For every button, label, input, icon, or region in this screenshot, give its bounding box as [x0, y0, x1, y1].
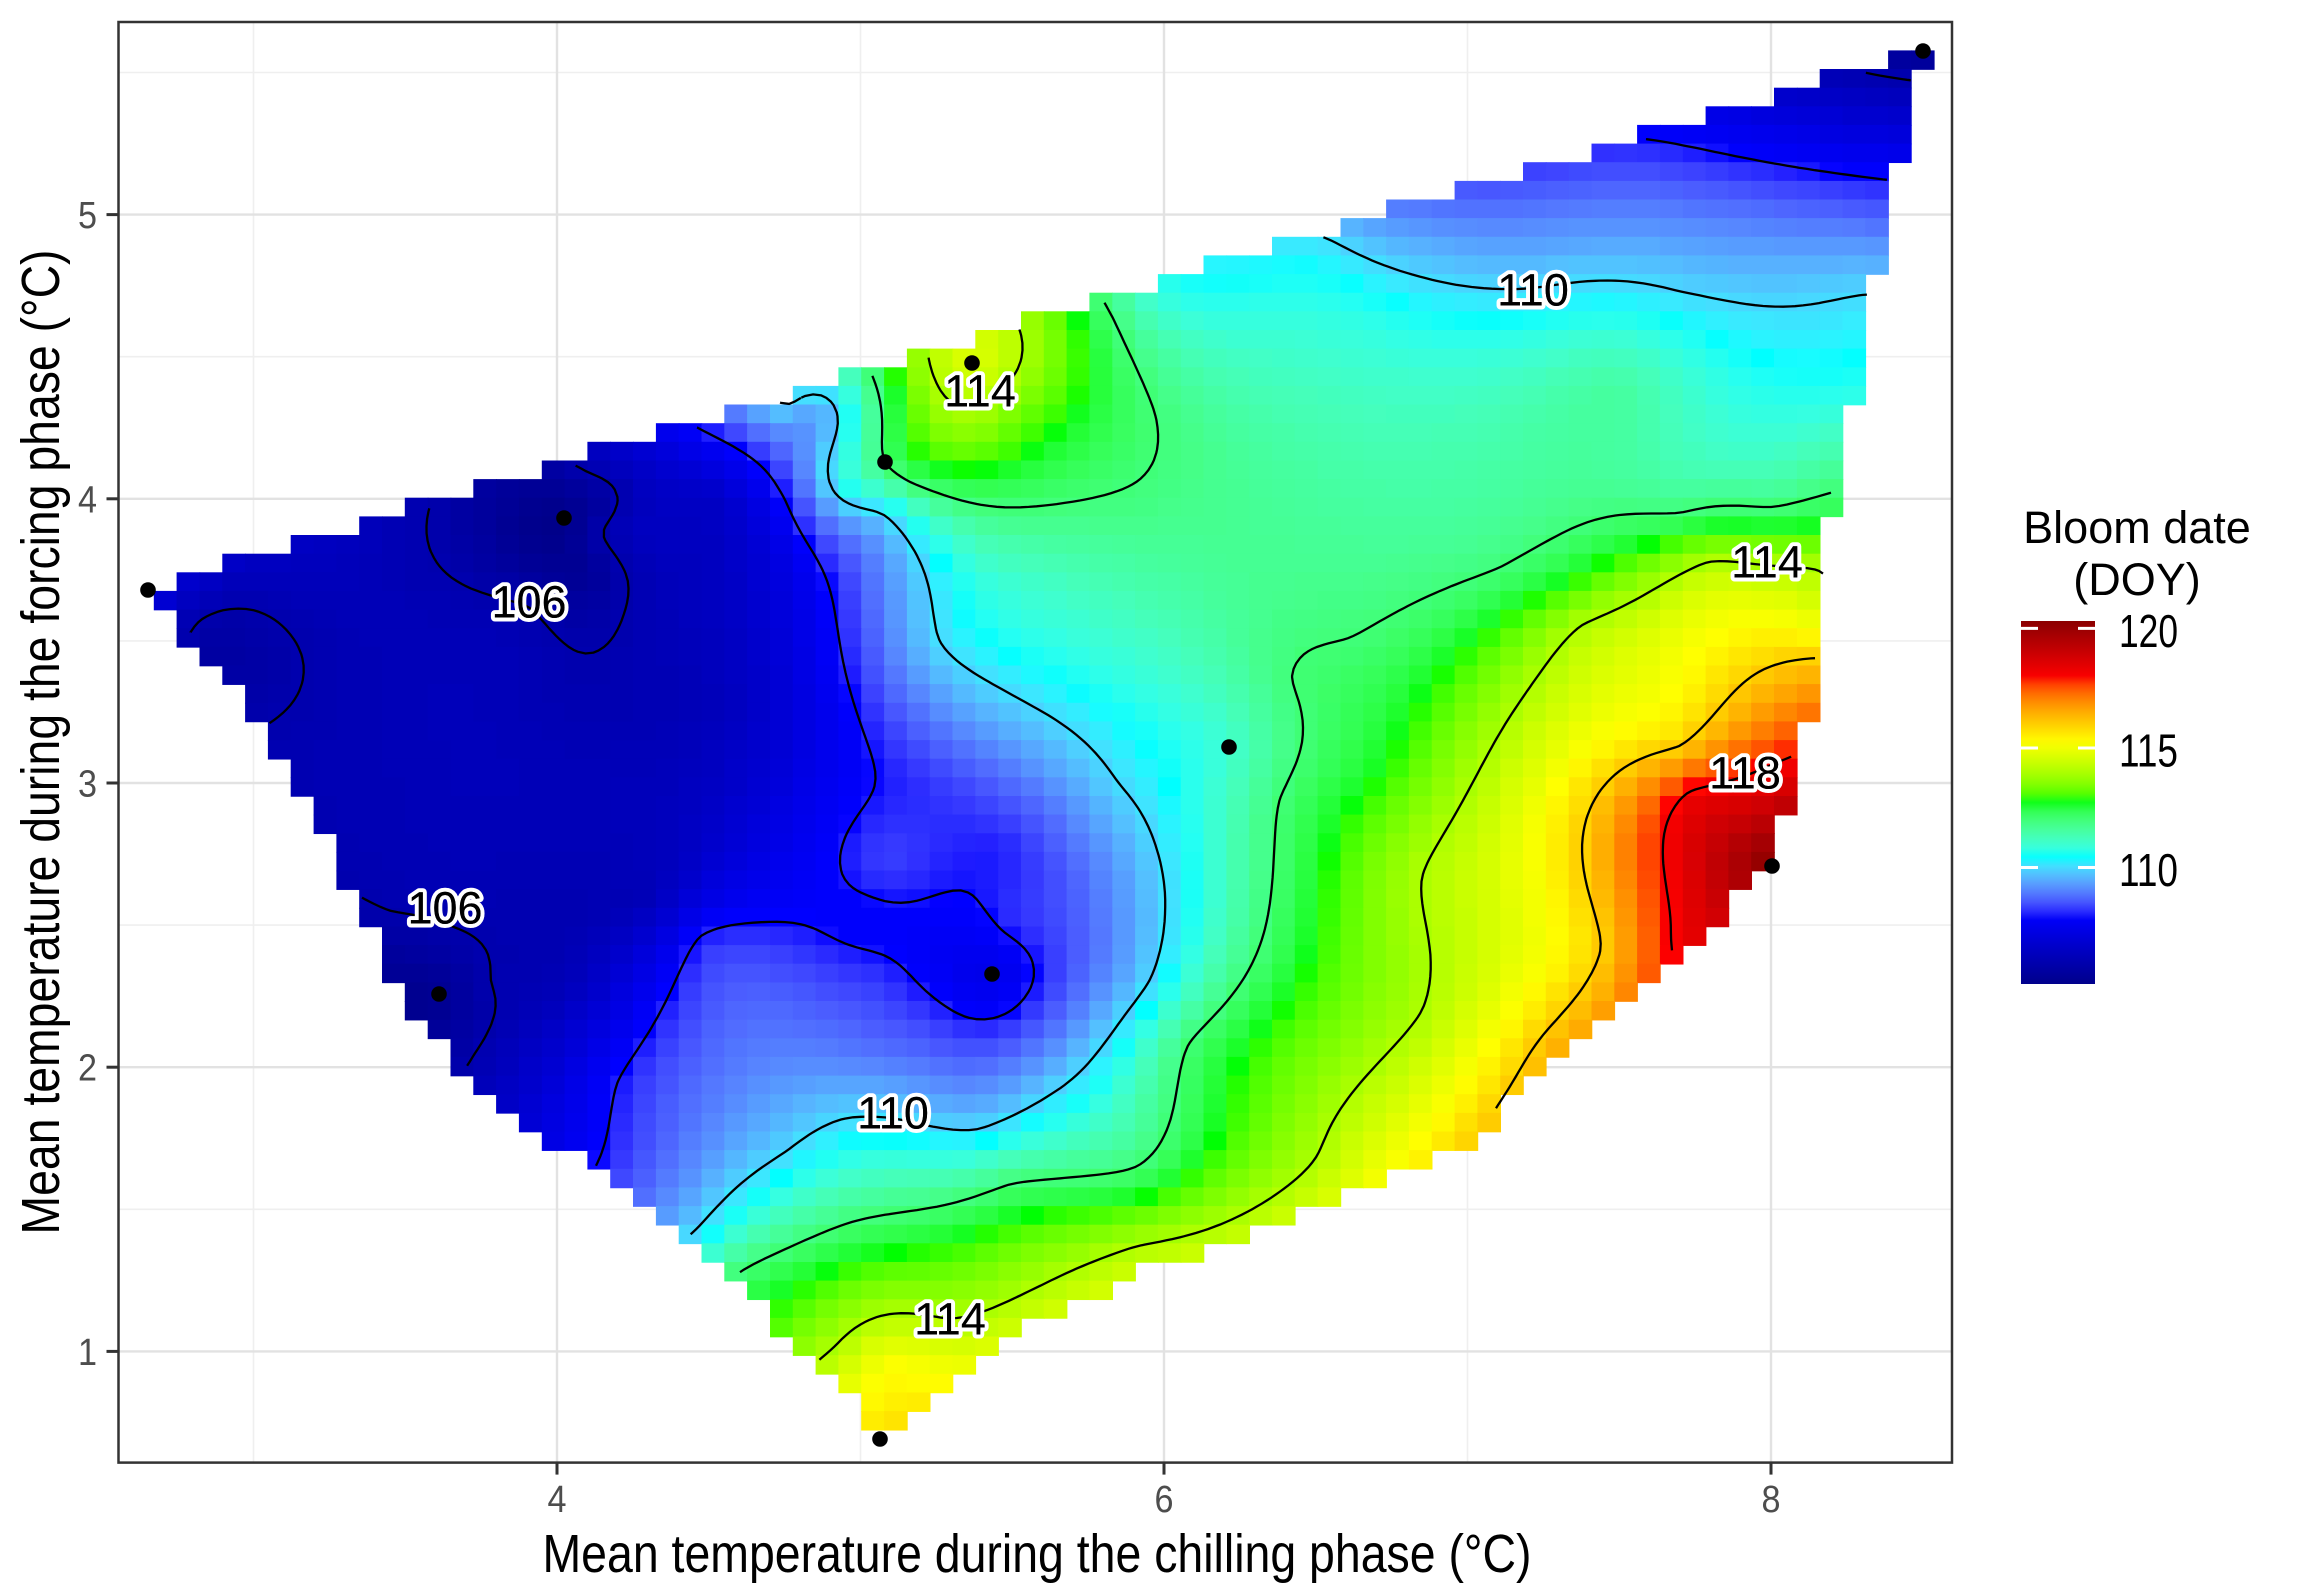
svg-text:118: 118 — [1709, 748, 1781, 799]
svg-text:106: 106 — [491, 577, 566, 628]
svg-text:114: 114 — [914, 1294, 986, 1345]
svg-text:6: 6 — [1155, 1479, 1174, 1521]
svg-text:106: 106 — [491, 577, 566, 628]
svg-text:110: 110 — [1497, 265, 1569, 316]
svg-text:106: 106 — [407, 883, 482, 934]
svg-text:118: 118 — [1709, 748, 1781, 799]
svg-text:120: 120 — [2119, 605, 2178, 657]
svg-text:114: 114 — [1731, 537, 1803, 588]
svg-text:Bloom date: Bloom date — [2023, 502, 2251, 553]
svg-text:2: 2 — [78, 1048, 97, 1090]
svg-text:114: 114 — [944, 366, 1016, 417]
svg-text:114: 114 — [944, 366, 1016, 417]
svg-text:114: 114 — [1731, 537, 1803, 588]
svg-text:4: 4 — [548, 1479, 567, 1521]
svg-text:110: 110 — [1497, 265, 1569, 316]
svg-text:4: 4 — [78, 479, 97, 521]
svg-text:(DOY): (DOY) — [2073, 554, 2201, 605]
svg-text:5: 5 — [78, 195, 97, 237]
svg-text:3: 3 — [78, 764, 97, 806]
svg-text:110: 110 — [857, 1088, 929, 1139]
svg-text:110: 110 — [857, 1088, 929, 1139]
svg-text:110: 110 — [2119, 844, 2178, 896]
svg-text:Mean temperature during the ch: Mean temperature during the chilling pha… — [543, 1524, 1532, 1584]
svg-text:114: 114 — [914, 1294, 986, 1345]
svg-text:106: 106 — [407, 883, 482, 934]
svg-text:8: 8 — [1762, 1479, 1781, 1521]
svg-text:Mean temperature during the fo: Mean temperature during the forcing phas… — [11, 249, 71, 1234]
svg-text:115: 115 — [2119, 725, 2178, 777]
svg-text:1: 1 — [78, 1332, 97, 1374]
